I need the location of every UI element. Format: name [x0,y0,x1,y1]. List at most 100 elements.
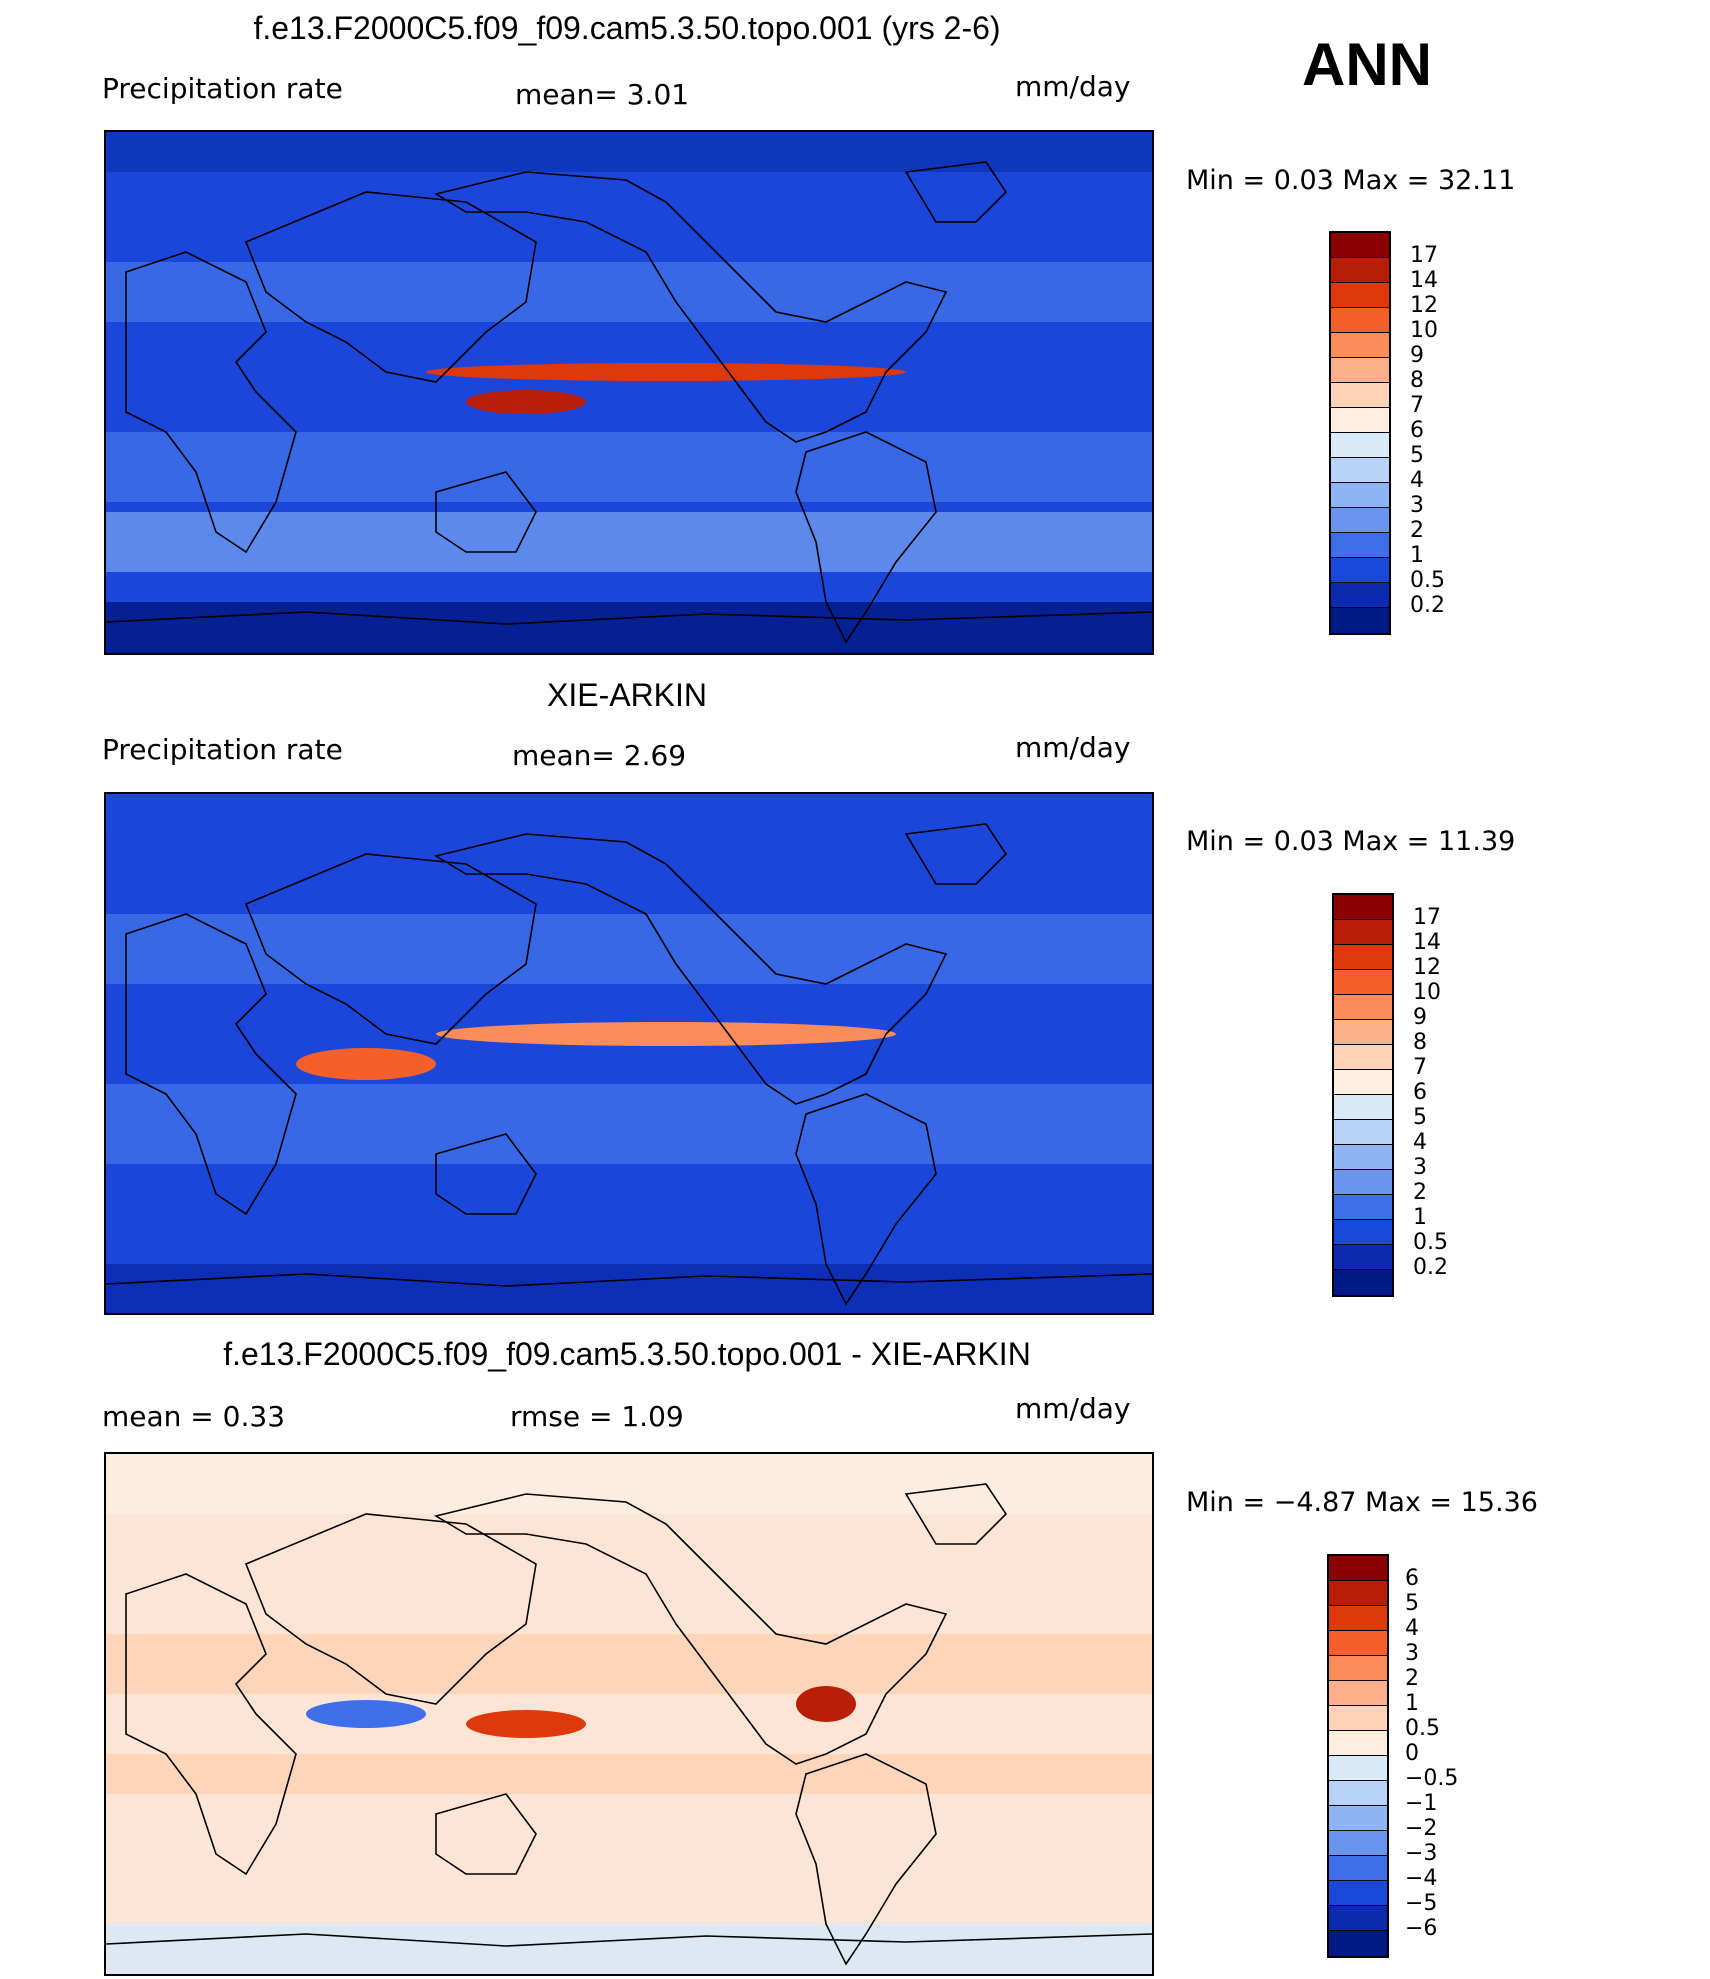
colorbar-segment [1331,308,1389,333]
colorbar-label: 5 [1410,443,1424,468]
colorbar-label: 6 [1405,1566,1419,1591]
colorbar-segment [1334,1270,1392,1295]
coastline [433,1493,948,1765]
map-itcz-feature [436,1022,896,1046]
panel2-units-label: mm/day [1015,731,1131,764]
colorbar-segment [1329,1881,1387,1906]
panel1-mean-label: mean= 3.01 [515,78,690,111]
colorbar-label: 4 [1413,1130,1427,1155]
colorbar-label: 7 [1413,1055,1427,1080]
map-shading-band [106,432,1152,502]
map-shading-band [106,1454,1152,1514]
colorbar-segment [1334,970,1392,995]
colorbar-segment [1329,1681,1387,1706]
colorbar-label: 3 [1405,1641,1419,1666]
colorbar-segment [1331,483,1389,508]
panel3-mean-label: mean = 0.33 [102,1400,286,1433]
coastline [125,913,297,1216]
map-positive-bias-feature [796,1686,856,1722]
map-shading-band [106,794,1152,834]
coastline [904,823,1008,885]
coastline [435,471,537,553]
panel3-minmax: Min = −4.87 Max = 15.36 [1186,1487,1538,1518]
colorbar-segment [1334,1020,1392,1045]
map-maritime-continent-feature [466,390,586,414]
colorbar-segment [1331,333,1389,358]
panel2-mean-label: mean= 2.69 [512,739,687,772]
coastline [433,171,948,443]
panel1-minmax: Min = 0.03 Max = 32.11 [1186,165,1516,196]
colorbar-label: 4 [1410,468,1424,493]
coastline [106,1933,1152,1947]
colorbar-label: −6 [1405,1916,1438,1941]
colorbar-segment [1334,945,1392,970]
coastline [795,1753,937,1966]
colorbar-segment [1334,1170,1392,1195]
colorbar-label: 8 [1410,368,1424,393]
panel3-title: f.e13.F2000C5.f09_f09.cam5.3.50.topo.001… [223,1336,1031,1372]
colorbar-segment [1334,1220,1392,1245]
colorbar-segment [1329,1931,1387,1956]
panel2-colorbar [1332,893,1394,1297]
colorbar-segment [1329,1706,1387,1731]
panel2-variable-label: Precipitation rate [102,733,343,766]
colorbar-label: 0.2 [1413,1255,1448,1280]
colorbar-label: 12 [1410,293,1438,318]
colorbar-segment [1334,1145,1392,1170]
coastline [433,833,948,1105]
colorbar-label: 2 [1405,1666,1419,1691]
colorbar-label: 2 [1410,518,1424,543]
colorbar-segment [1329,1831,1387,1856]
colorbar-label: −4 [1405,1866,1438,1891]
colorbar-label: −1 [1405,1791,1438,1816]
colorbar-segment [1334,1045,1392,1070]
colorbar-segment [1331,558,1389,583]
colorbar-label: 2 [1413,1180,1427,1205]
colorbar-label: 9 [1410,343,1424,368]
map-shading-band [106,1174,1152,1244]
colorbar-segment [1331,508,1389,533]
colorbar-label: 17 [1413,905,1441,930]
coastline [106,611,1152,625]
colorbar-label: 1 [1405,1691,1419,1716]
colorbar-segment [1329,1656,1387,1681]
coastline [244,1513,537,1705]
colorbar-segment [1334,1070,1392,1095]
colorbar-label: 0.5 [1413,1230,1448,1255]
colorbar-label: 12 [1413,955,1441,980]
coastline [125,251,297,554]
colorbar-label: 14 [1413,930,1441,955]
map-shading-band [106,1084,1152,1164]
colorbar-segment [1334,995,1392,1020]
panel3-units-label: mm/day [1015,1392,1131,1425]
colorbar-segment [1329,1556,1387,1581]
panel3-colorbar [1327,1554,1389,1958]
colorbar-segment [1331,583,1389,608]
coastline [106,1273,1152,1287]
colorbar-segment [1331,358,1389,383]
panel1-units-label: mm/day [1015,70,1131,103]
panel3-map [104,1452,1154,1976]
coastline [435,1793,537,1875]
colorbar-segment [1334,1120,1392,1145]
colorbar-label: 10 [1410,318,1438,343]
colorbar-label: 14 [1410,268,1438,293]
colorbar-label: 7 [1410,393,1424,418]
colorbar-segment [1329,1806,1387,1831]
colorbar-label: 1 [1410,543,1424,568]
map-background [106,1454,1152,1974]
coastline [244,853,537,1045]
panel2-minmax: Min = 0.03 Max = 11.39 [1186,826,1516,857]
colorbar-label: 0.2 [1410,593,1445,618]
colorbar-label: 3 [1413,1155,1427,1180]
colorbar-segment [1334,1245,1392,1270]
coastline [904,1483,1008,1545]
panel1-map [104,130,1154,655]
map-background [106,132,1152,653]
map-positive-bias-feature [466,1710,586,1738]
colorbar-segment [1331,408,1389,433]
colorbar-segment [1329,1581,1387,1606]
panel2-map [104,792,1154,1315]
panel1-variable-label: Precipitation rate [102,72,343,105]
colorbar-label: 5 [1405,1591,1419,1616]
